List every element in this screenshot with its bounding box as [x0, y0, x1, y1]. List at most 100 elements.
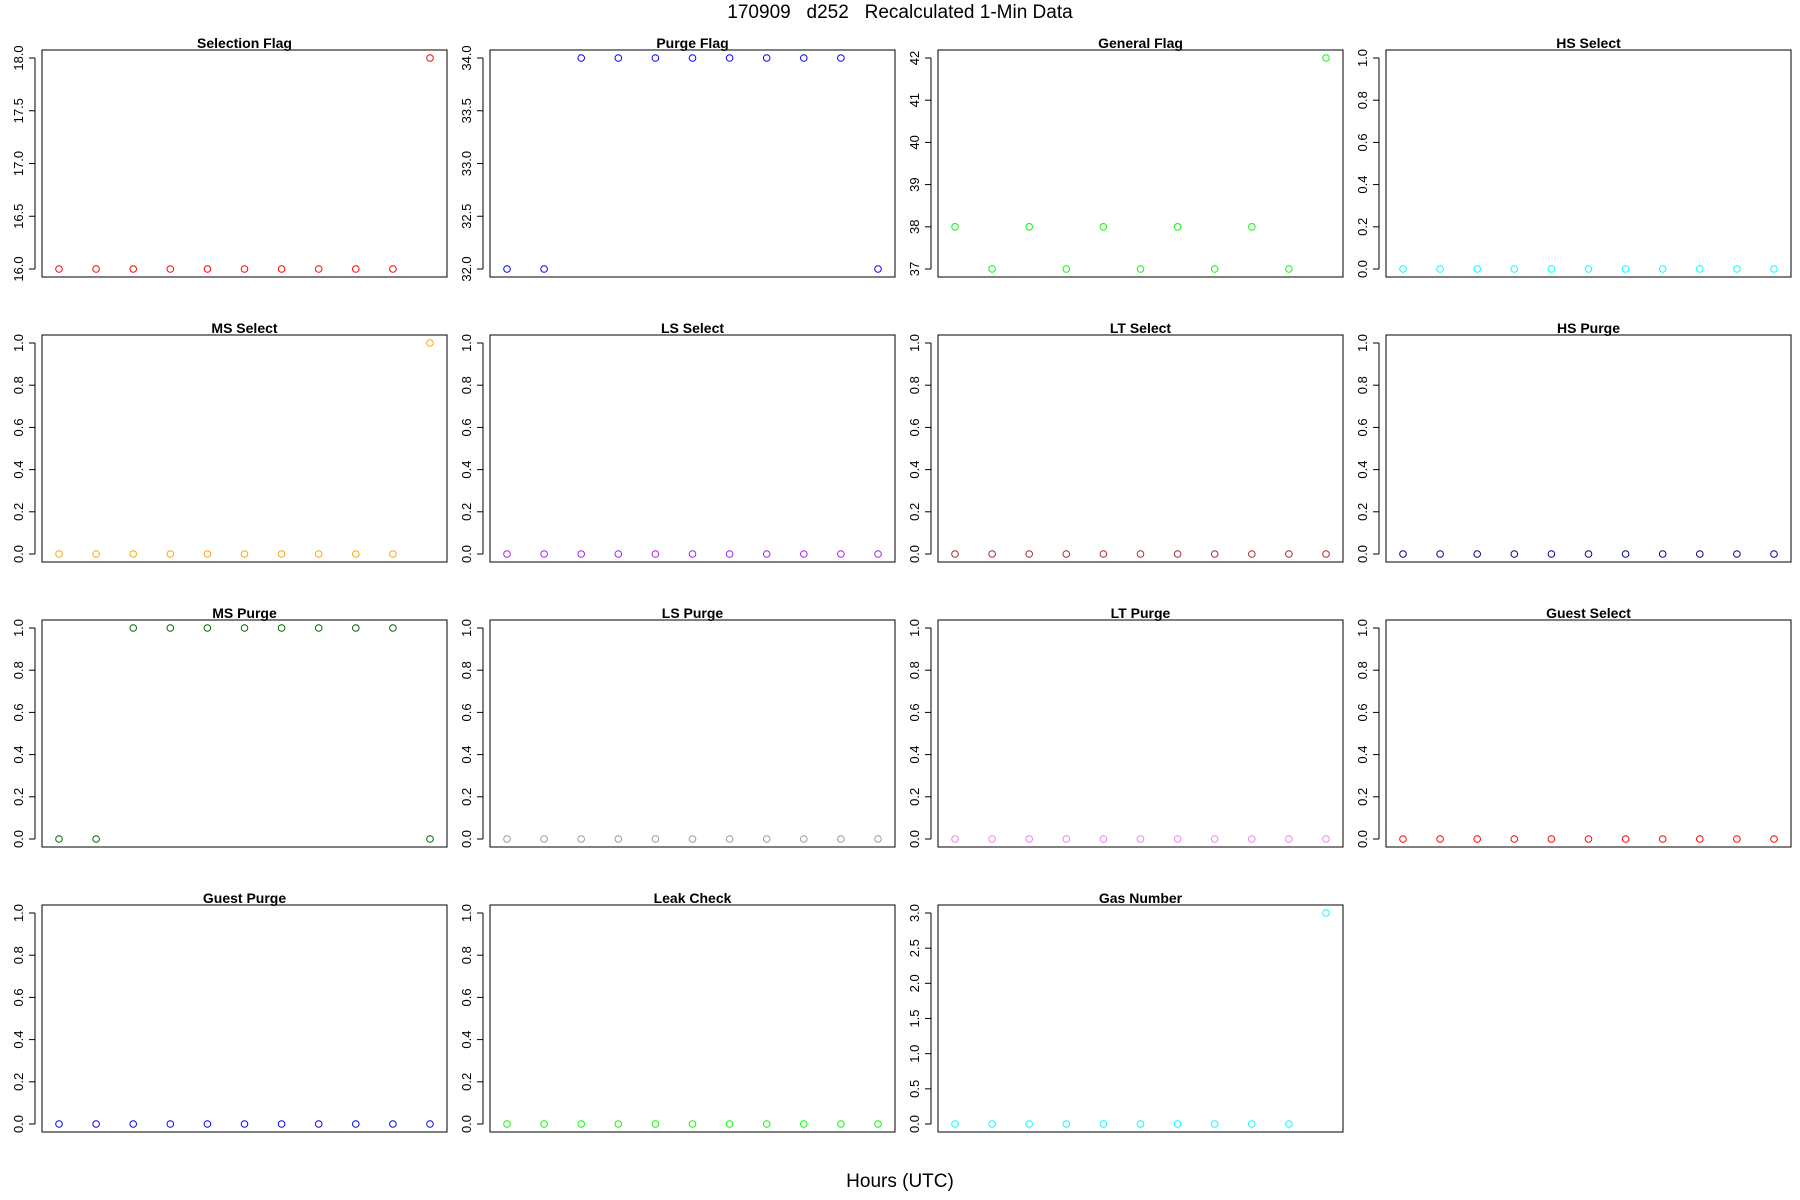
panel-frame — [489, 334, 896, 563]
panel-title: MS Select — [211, 320, 277, 336]
panel-frame — [41, 619, 448, 848]
data-point — [277, 550, 286, 558]
y-tick-label: 0.2 — [907, 503, 922, 521]
y-tick-label: 0.6 — [1355, 133, 1370, 151]
y-tick-label: 41 — [907, 93, 922, 107]
data-point — [1584, 835, 1593, 843]
panel-frame — [937, 904, 1344, 1133]
data-point — [203, 1120, 212, 1128]
data-point — [277, 1120, 286, 1128]
panel-lt-purge: LT Purge 0.0 0.2 0.4 0.6 0.8 1.0 — [907, 605, 1344, 848]
y-tick-label: 16.5 — [11, 204, 26, 229]
panel-purge-flag: Purge Flag 32.0 32.5 33.0 33.5 34.0 — [459, 35, 896, 282]
data-point — [1025, 223, 1033, 231]
panel-title: Purge Flag — [656, 35, 728, 51]
y-tick-label: 16.0 — [11, 256, 26, 281]
y-tick-label: 0.4 — [11, 461, 26, 479]
data-point — [651, 1120, 660, 1128]
data-point — [1248, 223, 1256, 231]
data-point — [1733, 550, 1741, 558]
data-point — [55, 835, 63, 843]
y-tick-label: 1.0 — [1355, 619, 1370, 637]
y-tick-label: 1.0 — [907, 334, 922, 352]
y-tick-label: 0.4 — [459, 461, 474, 479]
data-point — [1248, 550, 1256, 558]
data-point — [614, 835, 623, 843]
data-point — [240, 624, 249, 632]
data-point — [314, 265, 323, 273]
data-point — [1696, 835, 1704, 843]
data-point — [614, 54, 623, 62]
data-point — [1285, 1120, 1293, 1128]
data-point — [1136, 1120, 1145, 1128]
data-point — [1584, 550, 1593, 558]
y-tick-label: 0.6 — [1355, 703, 1370, 721]
y-tick-label: 0.6 — [907, 418, 922, 436]
y-tick-label: 0.6 — [1355, 418, 1370, 436]
y-tick-label: 0.2 — [11, 788, 26, 806]
y-tick-label: 0.4 — [459, 746, 474, 764]
y-tick-label: 1.0 — [907, 619, 922, 637]
data-point — [1547, 835, 1556, 843]
y-tick-label: 0.2 — [459, 1073, 474, 1091]
data-point — [203, 265, 212, 273]
panel-title: LT Purge — [1111, 605, 1171, 621]
data-point — [503, 1120, 511, 1128]
data-point — [1173, 1120, 1182, 1128]
data-point — [725, 54, 734, 62]
data-point — [1285, 835, 1293, 843]
panel-title: Gas Number — [1099, 890, 1183, 906]
data-point — [129, 624, 137, 632]
data-point — [540, 265, 548, 273]
y-tick-label: 1.0 — [1355, 334, 1370, 352]
y-tick-label: 0.8 — [907, 661, 922, 679]
data-point — [1210, 1120, 1219, 1128]
data-point — [577, 835, 586, 843]
data-point — [1436, 835, 1444, 843]
data-point — [166, 1120, 175, 1128]
y-tick-label: 0.2 — [11, 503, 26, 521]
data-point — [55, 550, 63, 558]
data-point — [426, 54, 434, 62]
y-tick-label: 3.0 — [907, 904, 922, 922]
y-tick-label: 34.0 — [459, 45, 474, 70]
data-point — [1025, 1120, 1033, 1128]
data-point — [166, 550, 175, 558]
data-point — [352, 1120, 360, 1128]
y-tick-label: 0.0 — [459, 545, 474, 563]
panel-guest-select: Guest Select 0.0 0.2 0.4 0.6 0.8 1.0 — [1355, 605, 1792, 848]
panel-frame — [1385, 334, 1792, 563]
data-point — [389, 550, 397, 558]
data-point — [688, 1120, 697, 1128]
data-point — [1547, 265, 1556, 273]
data-point — [762, 835, 771, 843]
data-point — [503, 550, 511, 558]
data-point — [540, 835, 548, 843]
data-point — [837, 550, 845, 558]
data-point — [951, 835, 959, 843]
y-tick-label: 1.0 — [1355, 49, 1370, 67]
data-point — [540, 1120, 548, 1128]
y-tick-label: 0.4 — [11, 1031, 26, 1049]
data-point — [1062, 1120, 1071, 1128]
data-point — [389, 1120, 397, 1128]
data-point — [277, 265, 286, 273]
data-point — [1399, 265, 1407, 273]
y-tick-label: 0.2 — [1355, 218, 1370, 236]
data-point — [1062, 550, 1071, 558]
data-point — [1473, 265, 1481, 273]
data-point — [389, 265, 397, 273]
y-tick-label: 0.5 — [907, 1080, 922, 1098]
data-point — [725, 550, 734, 558]
y-tick-label: 0.0 — [459, 830, 474, 848]
data-point — [762, 1120, 771, 1128]
data-point — [1062, 835, 1071, 843]
y-tick-label: 0.8 — [459, 661, 474, 679]
data-point — [426, 339, 434, 347]
data-point — [1621, 265, 1630, 273]
data-point — [1733, 265, 1741, 273]
data-point — [725, 835, 734, 843]
y-tick-label: 0.2 — [11, 1073, 26, 1091]
y-tick-label: 0.6 — [11, 703, 26, 721]
data-point — [1099, 550, 1108, 558]
